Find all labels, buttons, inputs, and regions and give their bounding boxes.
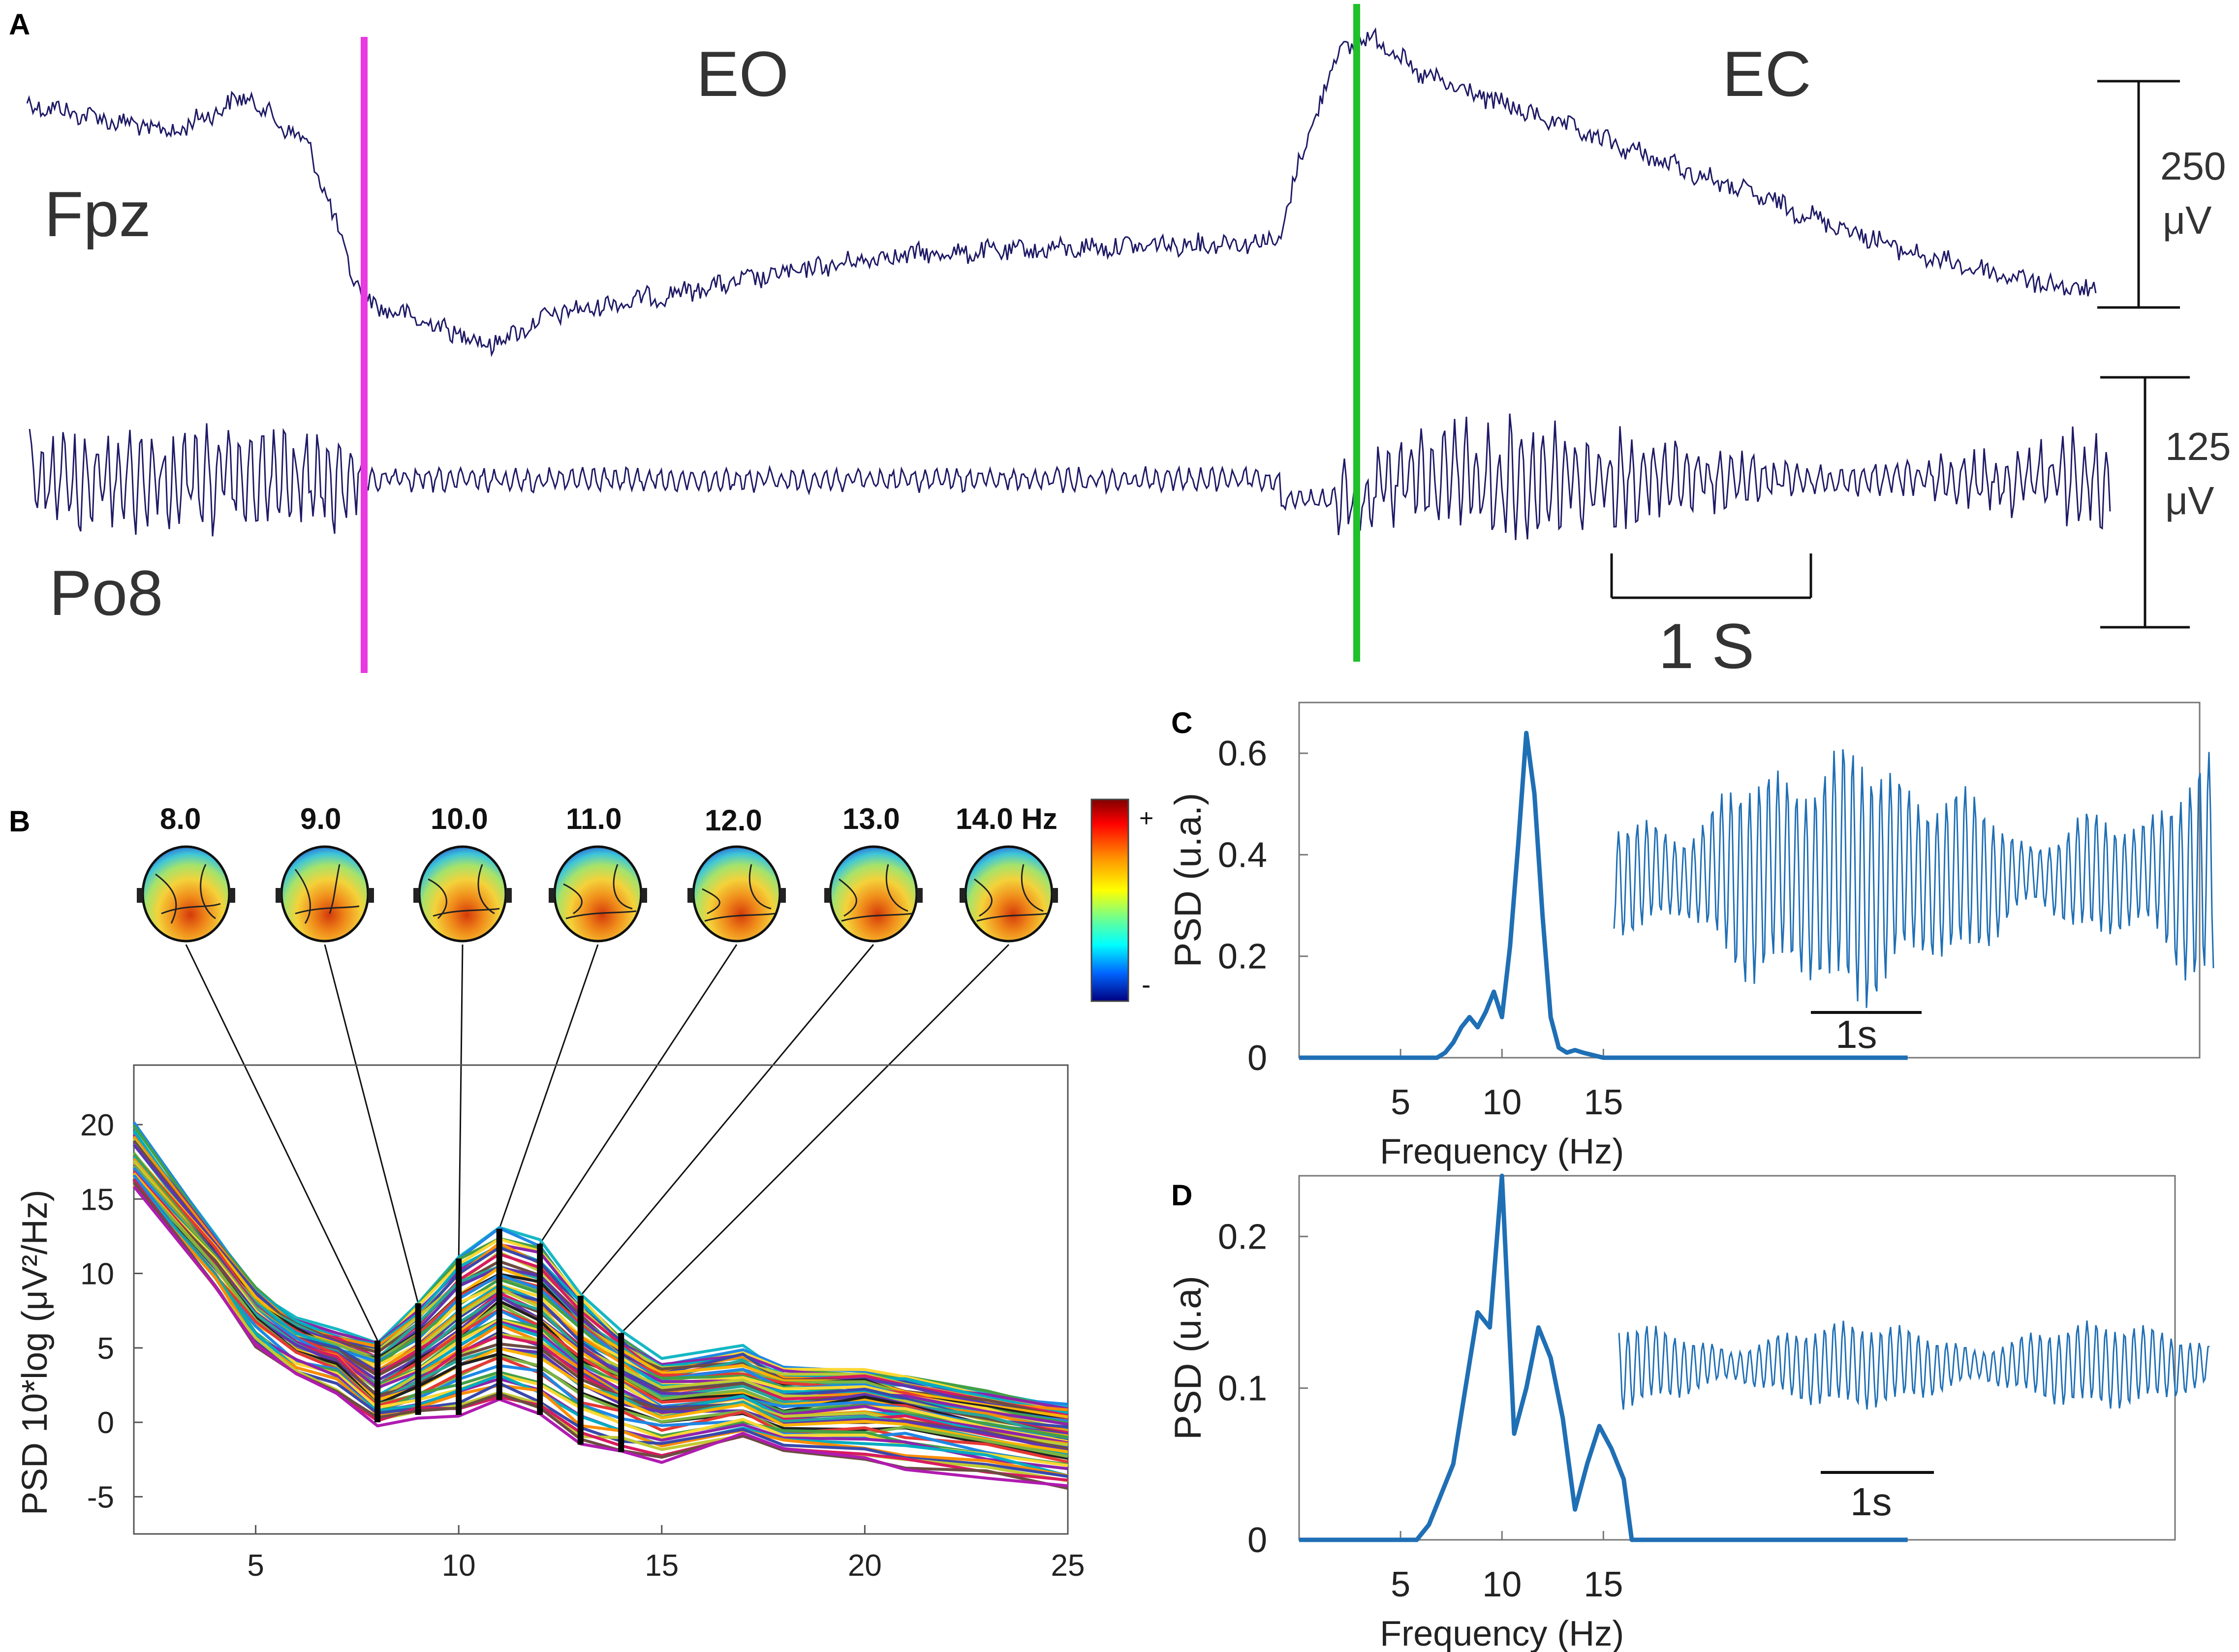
panel-d-label: D [1171, 1179, 1192, 1212]
topomap-connector-lines [185, 944, 1010, 1341]
psd-d-ylabel: PSD (u.a) [1167, 1276, 1209, 1440]
topomap-14hz [960, 845, 1058, 943]
psd-plot-c: 5 10 15 0 0.2 0.4 0.6 Frequency (Hz) PSD (u.a.) [1167, 702, 2201, 1171]
psd-c-spectrum-line [1299, 731, 1908, 1060]
psd-c-ylabel: PSD (u.a.) [1167, 793, 1209, 968]
topomap-connector-line [498, 944, 599, 1229]
channel-po8-label: Po8 [49, 557, 163, 629]
topomap-8hz [137, 845, 235, 943]
topomap-12hz [687, 845, 786, 943]
psd-b-ytick-label: 0 [97, 1406, 114, 1440]
psd-c-xtick-label: 10 [1482, 1083, 1522, 1122]
topomap-label-11hz: 11.0 [566, 802, 622, 835]
psd-b-xtick-label: 10 [442, 1549, 476, 1583]
topomap-11hz [549, 845, 647, 943]
psd-d-xtick-label: 10 [1482, 1565, 1522, 1604]
alpha-signal-inset-c [1613, 749, 2214, 1008]
psd-c-ytick-label: 0.4 [1218, 835, 1267, 875]
psd-d-ytick-label: 0.2 [1218, 1217, 1267, 1256]
psd-c-ytick-label: 0 [1247, 1039, 1267, 1078]
ec-label: EC [1722, 38, 1811, 110]
psd-b-ytick-label: 15 [80, 1183, 114, 1217]
psd-c-axes-frame [1298, 702, 2201, 1059]
psd-plot-b: 5 10 15 20 25 -5 0 5 10 15 20 [80, 1064, 1085, 1583]
inset-c-scale-label: 1s [1835, 1012, 1877, 1056]
fpz-eeg-trace [26, 27, 2097, 358]
channel-fpz-label: Fpz [44, 178, 151, 250]
topomap-label-8hz: 8.0 [160, 802, 201, 835]
topomap-label-13hz: 13.0 [842, 802, 900, 835]
scale-po8-value: 125 [2165, 425, 2231, 468]
psd-b-xtick-label: 15 [645, 1549, 679, 1583]
psd-b-ytick-label: 10 [80, 1257, 114, 1291]
topomap-connector-line [539, 944, 738, 1244]
psd-d-spectrum-line [1299, 1173, 1908, 1542]
psd-plot-d: 5 10 15 0 0.1 0.2 Frequency (Hz) PSD (u.a) [1167, 1173, 2176, 1652]
panel-d: D 5 10 15 0 0.1 0.2 Frequency (Hz) PSD (u.a) 1s [1167, 1173, 2210, 1652]
topomap-13hz [824, 845, 923, 943]
topomap-connector-line [458, 944, 464, 1259]
topomap-10hz [413, 845, 512, 943]
time-scale-label: 1 S [1658, 610, 1754, 682]
topomap-label-14hz: 14.0 Hz [956, 802, 1057, 835]
topomap-label-12hz: 12.0 [705, 804, 762, 837]
colorbar-minus-label: - [1142, 969, 1151, 1000]
psd-c-xlabel: Frequency (Hz) [1380, 1132, 1624, 1171]
scale-fpz-value: 250 [2160, 144, 2226, 188]
topomap-connector-line [580, 944, 874, 1296]
psd-b-ytick-label: 5 [97, 1332, 114, 1366]
colorbar-plus-label: + [1139, 804, 1153, 832]
scale-po8-unit: μV [2165, 479, 2214, 522]
psd-d-axes-frame [1298, 1175, 2176, 1541]
alpha-signal-inset-d [1618, 1320, 2210, 1410]
topomap-connector-line [324, 944, 419, 1304]
psd-c-ytick-label: 0.2 [1218, 937, 1267, 977]
psd-c-xtick-label: 5 [1391, 1083, 1410, 1122]
psd-d-xtick-label: 5 [1391, 1565, 1410, 1604]
psd-b-xtick-label: 20 [848, 1549, 882, 1583]
psd-d-xtick-label: 15 [1584, 1565, 1623, 1604]
time-scale-bar [1610, 553, 1812, 599]
topomap-9hz [276, 845, 374, 943]
panel-b: B [9, 798, 1153, 1583]
psd-b-xtick-label: 25 [1051, 1549, 1085, 1583]
inset-d-scale-label: 1s [1850, 1480, 1892, 1524]
topomap-label-9hz: 9.0 [300, 802, 341, 835]
psd-b-ylabel: PSD 10*log (μV²/Hz) [15, 1190, 55, 1515]
panel-a: A EO EC Fpz Po8 250 μV 125 μV 1 [9, 4, 2231, 682]
amplitude-scale-bar-po8 [2100, 376, 2190, 629]
psd-d-xlabel: Frequency (Hz) [1380, 1614, 1624, 1652]
psd-d-ytick-label: 0 [1247, 1521, 1267, 1560]
psd-d-ytick-label: 0.1 [1218, 1369, 1267, 1408]
colorbar [1090, 798, 1129, 1002]
panel-b-label: B [9, 805, 30, 838]
psd-b-ytick-label: 20 [80, 1108, 114, 1142]
panel-c: C 5 10 15 0 0.2 0.4 0.6 Frequency (Hz) PSD (u.a.… [1167, 702, 2214, 1171]
panel-c-label: C [1171, 706, 1192, 739]
amplitude-scale-bar-fpz [2097, 80, 2180, 309]
topomap-row: 8.0 9.0 10.0 11.0 [137, 802, 1058, 943]
topomap-connector-line [185, 944, 378, 1341]
topomap-label-10hz: 10.0 [431, 802, 488, 835]
topomap-connector-line [621, 944, 1010, 1334]
psd-b-ytick-label: -5 [87, 1480, 114, 1514]
scale-fpz-unit: μV [2163, 198, 2212, 242]
po8-eeg-trace [29, 413, 2111, 540]
panel-a-label: A [9, 8, 30, 41]
psd-b-xtick-label: 5 [247, 1549, 264, 1583]
psd-c-xtick-label: 15 [1584, 1083, 1623, 1122]
eo-label: EO [696, 38, 789, 110]
psd-c-ytick-label: 0.6 [1218, 734, 1267, 773]
psd-b-axes-frame [133, 1064, 1069, 1535]
